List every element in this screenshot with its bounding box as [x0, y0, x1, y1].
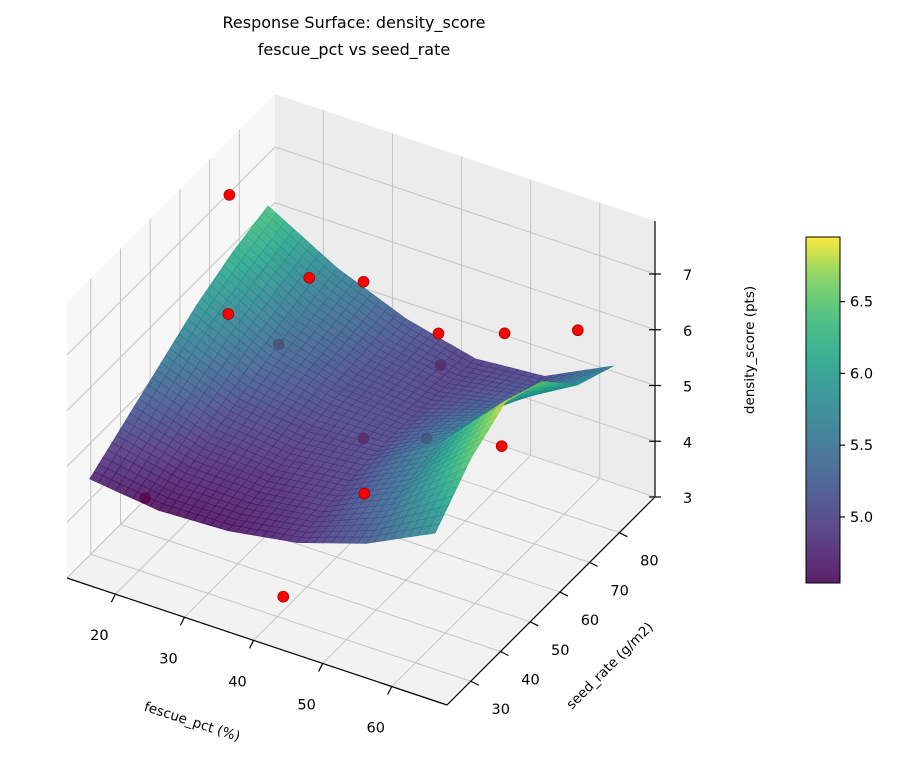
scatter-point [432, 327, 445, 340]
x-tick-label: 60 [367, 721, 385, 737]
scatter-point [277, 590, 290, 603]
gridline-z [66, 146, 276, 356]
y-tick [589, 561, 598, 567]
scatter-point [498, 327, 511, 340]
colorbar-tick-label: 6.5 [850, 295, 873, 311]
x-tick [318, 663, 324, 672]
colorbar-tick-label: 6.0 [850, 366, 873, 382]
colorbar-tick-label: 5.5 [850, 438, 873, 454]
x-tick [249, 640, 255, 649]
scatter-point [358, 487, 371, 500]
axis-lines [66, 221, 661, 706]
x-tick-label: 50 [297, 697, 315, 713]
chart-title-line1: Response Surface: density_score [222, 13, 486, 32]
x-tick-label: 30 [159, 651, 177, 667]
x-axis-line [66, 577, 448, 706]
colorbar-tick-label: 5.0 [850, 510, 873, 526]
y-axis-line [446, 496, 656, 706]
gridline-y [120, 524, 501, 652]
y-tick [619, 532, 628, 538]
scatter-point [303, 272, 316, 284]
gridline-z [274, 202, 656, 331]
x-tick [110, 593, 116, 603]
gridline-z [66, 202, 276, 412]
scatter-point [222, 308, 235, 320]
x-tick [387, 686, 393, 695]
z-tick-label: 6 [683, 324, 692, 340]
y-tick [470, 680, 480, 686]
x-tick-label: 20 [90, 628, 108, 644]
gridline-y [90, 553, 471, 682]
scatter-point [223, 189, 236, 201]
y-tick [500, 650, 509, 657]
y-tick-label: 50 [551, 643, 569, 659]
z-tick-label: 7 [683, 268, 692, 284]
surface-facet [426, 523, 441, 535]
y-tick-label: 60 [581, 613, 599, 629]
scatter-point [572, 324, 584, 337]
gridline-x [391, 478, 601, 687]
y-tick-label: 80 [640, 554, 658, 570]
y-tick-label: 30 [492, 702, 510, 718]
scatter-point [495, 440, 508, 452]
y-tick-label: 70 [610, 583, 628, 599]
tick-labels: 20 30 40 50 60 30 40 50 60 70 80 3 4 5 6 7 [90, 268, 692, 737]
y-tick [529, 621, 539, 627]
y-tick [559, 591, 569, 597]
x-tick [179, 616, 185, 626]
colorbar: 5.0 5.5 6.0 6.5 [805, 236, 873, 584]
scatter-point [357, 275, 370, 288]
chart-title-line2: fescue_pct vs seed_rate [257, 40, 451, 59]
z-tick-label: 4 [683, 435, 692, 451]
colorbar-gradient [805, 236, 841, 584]
z-tick-label: 3 [683, 491, 692, 507]
gridline-z [274, 146, 656, 275]
y-tick-label: 40 [521, 673, 539, 689]
gridline-x [322, 455, 531, 664]
z-axis-label: density_score (pts) [742, 285, 759, 415]
z-tick-label: 5 [683, 380, 692, 396]
scatter-front [222, 189, 584, 500]
x-tick-label: 40 [228, 674, 246, 690]
